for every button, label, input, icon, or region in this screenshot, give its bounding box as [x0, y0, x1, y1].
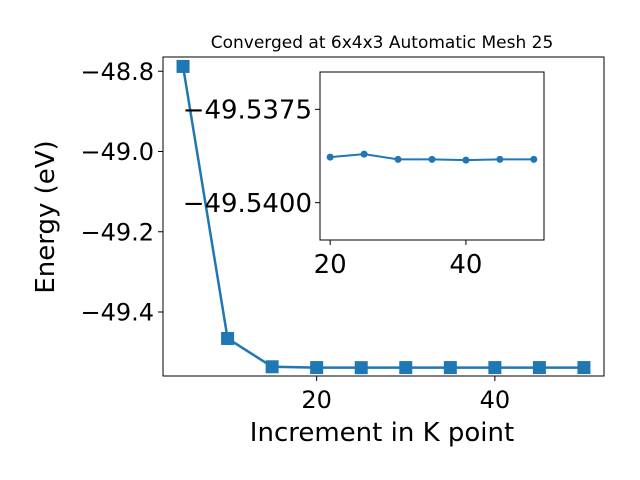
data-point	[443, 361, 457, 375]
data-point	[394, 155, 402, 163]
x-axis-title: Increment in K point	[250, 418, 514, 448]
series-line	[181, 66, 584, 369]
data-point	[354, 361, 368, 375]
x-tick-label: 40	[449, 250, 482, 280]
data-point	[360, 150, 368, 158]
inset-y-ticks: −49.5400 −49.5375	[183, 96, 320, 219]
data-point	[176, 59, 190, 73]
data-point	[496, 155, 504, 163]
inset-series	[326, 150, 538, 164]
data-point	[532, 361, 546, 375]
x-tick-label: 40	[480, 386, 511, 414]
main-x-ticks: 20 40	[301, 376, 510, 414]
data-point	[488, 361, 502, 375]
data-point	[577, 361, 591, 375]
data-point	[428, 155, 436, 163]
inset-chart: 20 40 −49.5400−49.5375	[183, 71, 545, 280]
y-tick-label: −49.4	[80, 299, 154, 327]
main-y-ticks: −48.8 −49.0 −49.2 −49.4	[80, 58, 163, 327]
data-point	[399, 361, 413, 375]
y-tick-label: −49.5375	[183, 96, 312, 126]
data-point	[265, 360, 279, 374]
y-tick-label: −49.5400	[183, 189, 312, 219]
y-tick-label: −49.2	[80, 218, 154, 246]
inset-x-ticks: 20 40	[314, 240, 482, 280]
x-tick-label: 20	[301, 386, 332, 414]
data-point	[326, 153, 334, 161]
data-point	[310, 361, 324, 375]
chart-title: Converged at 6x4x3 Automatic Mesh 25	[211, 33, 554, 53]
x-tick-label: 20	[314, 250, 347, 280]
data-point	[530, 155, 538, 163]
y-tick-label: −48.8	[80, 58, 154, 86]
data-point	[462, 156, 470, 164]
y-tick-label: −49.0	[80, 138, 154, 166]
data-point	[221, 331, 235, 345]
main-series	[176, 59, 591, 375]
y-axis-title: Energy (eV)	[31, 140, 61, 293]
